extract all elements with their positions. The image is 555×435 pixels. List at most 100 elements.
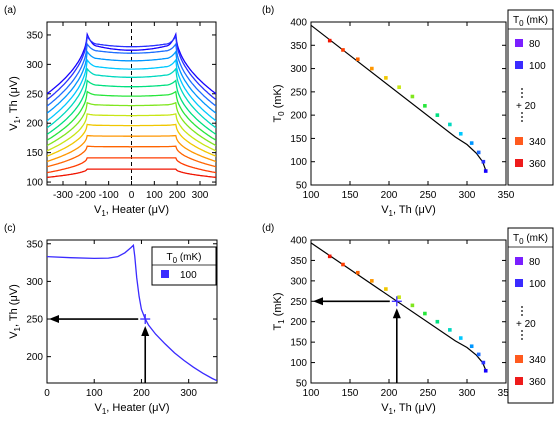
plot-frame: [310, 239, 507, 384]
y-axis-label: V1, Th (μV): [8, 76, 22, 131]
x-tick-label: 200: [169, 190, 186, 201]
legend-ellipsis-dot: [521, 96, 523, 98]
x-tick-label: 200: [381, 388, 398, 399]
legend-swatch: [515, 257, 523, 265]
legend-swatch: [515, 39, 523, 47]
arrow-horizontal-head: [313, 297, 323, 306]
y-tick-label: 100: [26, 178, 43, 189]
data-point: [370, 279, 374, 283]
x-tick-label: 100: [303, 190, 320, 201]
legend-swatch: [515, 137, 523, 145]
x-tick-label: 300: [459, 388, 476, 399]
series-line-280: [47, 123, 216, 157]
series-line-80: [47, 31, 216, 95]
legend-ellipsis-dot: [521, 334, 523, 336]
data-point: [397, 85, 401, 89]
y-tick-label: 250: [26, 315, 43, 326]
x-axis-label: V1, Th (μV): [381, 204, 436, 218]
legend-swatch: [515, 355, 523, 363]
x-tick-label: 300: [180, 388, 197, 399]
legend-entry-label: 340: [529, 355, 546, 366]
data-layer: [311, 242, 488, 373]
x-tick-label: 250: [420, 388, 437, 399]
data-point: [483, 368, 488, 373]
y-tick-label: 200: [26, 119, 43, 130]
data-point: [448, 328, 452, 332]
series-line-220: [47, 90, 216, 141]
arrow-vertical-head: [141, 326, 150, 337]
series-line-240: [47, 101, 216, 147]
x-tick-label: 150: [342, 388, 359, 399]
data-point: [448, 122, 452, 127]
data-point: [341, 48, 345, 52]
legend-swatch: [161, 270, 169, 278]
x-axis-label: V1, Heater (μV): [95, 402, 170, 416]
panel-label: (d): [262, 223, 274, 234]
legend-ellipsis-dot: [521, 330, 523, 332]
series-line-180: [47, 67, 216, 129]
y-tick-label: 200: [290, 317, 307, 328]
legend-entry-label: 360: [529, 159, 546, 170]
y-tick-label: 300: [26, 60, 43, 71]
legend-entry-label: 80: [529, 257, 541, 268]
y-tick-label: 200: [290, 111, 307, 122]
x-axis-label: V1, Heater (μV): [94, 204, 169, 218]
data-point: [483, 169, 488, 173]
x-tick-label: -100: [99, 190, 119, 201]
data-layer: [47, 22, 216, 185]
series-line-100: [47, 34, 216, 101]
legend-swatch: [515, 279, 523, 287]
data-point: [476, 352, 481, 357]
x-tick-label: 200: [381, 190, 398, 201]
legend-ellipsis-dot: [521, 314, 523, 316]
legend-ellipsis-dot: [521, 120, 523, 122]
legend-title: T0 (mK): [513, 15, 548, 28]
data-point: [458, 131, 463, 136]
data-point: [410, 94, 415, 99]
y-axis-label: V1, Th (μV): [8, 284, 22, 339]
x-tick-label: 100: [303, 388, 320, 399]
legend-swatch: [515, 61, 523, 69]
legend-ellipsis-dot: [521, 116, 523, 118]
x-tick-label: 100: [86, 388, 103, 399]
x-tick-label: 0: [129, 190, 135, 201]
y-axis-label: T0 (mK): [272, 84, 286, 122]
data-point: [356, 270, 360, 275]
data-point: [327, 254, 332, 259]
data-point: [423, 104, 427, 108]
legend-title: T0 (mK): [513, 233, 548, 246]
legend-entry-label: 360: [529, 377, 546, 388]
x-tick-label: 350: [498, 388, 515, 399]
series-line-140: [47, 50, 216, 114]
legend-entry-label: 340: [529, 137, 546, 148]
data-point: [423, 311, 427, 316]
legend-swatch: [515, 159, 523, 167]
legend-box: [151, 246, 217, 286]
legend-ellipsis-dot: [521, 310, 523, 312]
y-tick-label: 250: [290, 87, 307, 98]
legend-entry-label: 80: [529, 39, 541, 50]
data-point: [397, 295, 401, 299]
data-point: [481, 159, 486, 164]
legend-step-label: + 20: [516, 319, 536, 330]
legend-entry-label: 100: [180, 270, 197, 281]
legend-entry-label: 100: [529, 61, 546, 72]
x-tick-label: 300: [459, 190, 476, 201]
data-point: [341, 262, 345, 267]
data-layer: [47, 243, 217, 382]
y-tick-label: 50: [296, 181, 308, 192]
arrow-horizontal-head: [49, 315, 59, 324]
series-line-160: [47, 58, 216, 122]
x-tick-label: 350: [498, 190, 515, 201]
legend-step-label: + 20: [516, 101, 536, 112]
data-point: [356, 57, 360, 62]
y-tick-label: 350: [26, 30, 43, 41]
x-tick-label: 0: [44, 388, 50, 399]
data-point: [435, 113, 440, 117]
legend: T0 (mK) 80 100 + 20 340 360: [507, 9, 554, 186]
panel-label: (c): [4, 223, 16, 234]
y-tick-label: 250: [26, 89, 43, 100]
data-point: [327, 38, 332, 43]
x-tick-label: -300: [53, 190, 73, 201]
series-line-300: [47, 134, 216, 163]
